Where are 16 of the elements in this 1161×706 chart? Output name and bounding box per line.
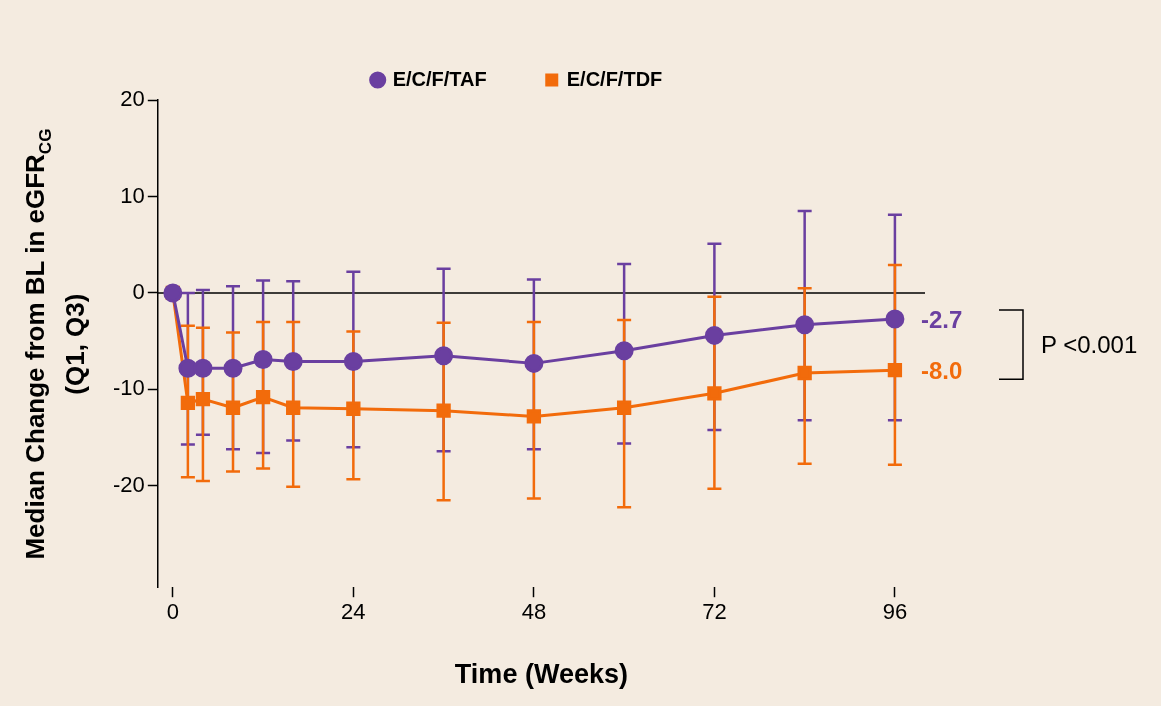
- x-tick-label: 48: [521, 599, 547, 625]
- text: P <0.001: [1040, 330, 1138, 359]
- x-tick-label: 24: [341, 599, 366, 625]
- x-tick-label: 0: [166, 599, 179, 625]
- x-tick-label: 72: [702, 599, 727, 625]
- x-tick-label: 96: [882, 599, 908, 625]
- y-tick-label: 0: [132, 279, 145, 305]
- legend-label: E/C/F/TDF: [566, 67, 663, 90]
- legend-label: E/C/F/TAF: [392, 67, 487, 90]
- y-tick-label: -10: [113, 375, 145, 401]
- y-tick-label: 20: [120, 86, 145, 112]
- y-tick-label: -20: [113, 471, 145, 497]
- x-axis-title: Time (Weeks): [454, 659, 628, 690]
- annotation: -8.0: [920, 356, 963, 384]
- annotation: -2.7: [920, 305, 963, 333]
- y-tick-label: 10: [120, 182, 145, 208]
